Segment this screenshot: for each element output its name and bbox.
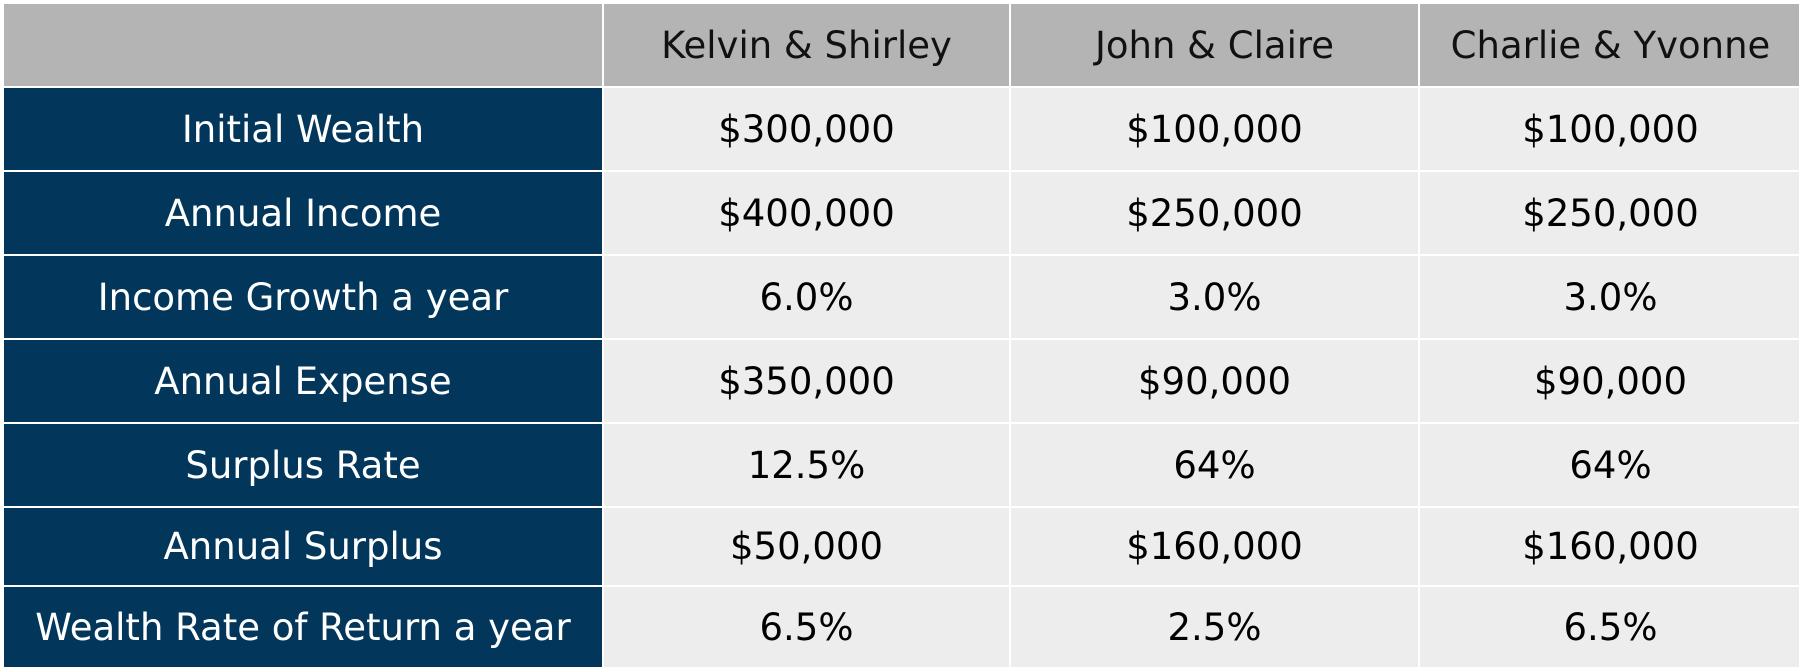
table-cell: $160,000 xyxy=(1420,508,1799,585)
table-cell: 64% xyxy=(1420,424,1799,506)
table-cell: 6.0% xyxy=(604,256,1009,338)
row-label-surplus-rate: Surplus Rate xyxy=(4,424,602,506)
table-cell: 64% xyxy=(1011,424,1418,506)
table-cell: $350,000 xyxy=(604,340,1009,422)
table-cell: $90,000 xyxy=(1011,340,1418,422)
row-label-annual-income: Annual Income xyxy=(4,172,602,254)
column-header-john-claire: John & Claire xyxy=(1011,4,1418,86)
table-cell: $250,000 xyxy=(1420,172,1799,254)
row-label-initial-wealth: Initial Wealth xyxy=(4,88,602,170)
table-cell: 12.5% xyxy=(604,424,1009,506)
comparison-table: Kelvin & Shirley John & Claire Charlie &… xyxy=(4,4,1799,667)
table-cell: $100,000 xyxy=(1420,88,1799,170)
table-cell: 2.5% xyxy=(1011,587,1418,667)
row-label-annual-expense: Annual Expense xyxy=(4,340,602,422)
row-label-wealth-rate-of-return: Wealth Rate of Return a year xyxy=(4,587,602,667)
table-cell: $90,000 xyxy=(1420,340,1799,422)
table-cell: $300,000 xyxy=(604,88,1009,170)
table-cell: $400,000 xyxy=(604,172,1009,254)
table-cell: 3.0% xyxy=(1420,256,1799,338)
table-cell: $160,000 xyxy=(1011,508,1418,585)
table-cell: $250,000 xyxy=(1011,172,1418,254)
table-cell: 6.5% xyxy=(1420,587,1799,667)
column-header-kelvin-shirley: Kelvin & Shirley xyxy=(604,4,1009,86)
table-cell: 3.0% xyxy=(1011,256,1418,338)
row-label-annual-surplus: Annual Surplus xyxy=(4,508,602,585)
row-label-income-growth: Income Growth a year xyxy=(4,256,602,338)
header-corner-cell xyxy=(4,4,602,86)
column-header-charlie-yvonne: Charlie & Yvonne xyxy=(1420,4,1799,86)
table-cell: $100,000 xyxy=(1011,88,1418,170)
table-cell: $50,000 xyxy=(604,508,1009,585)
table-cell: 6.5% xyxy=(604,587,1009,667)
